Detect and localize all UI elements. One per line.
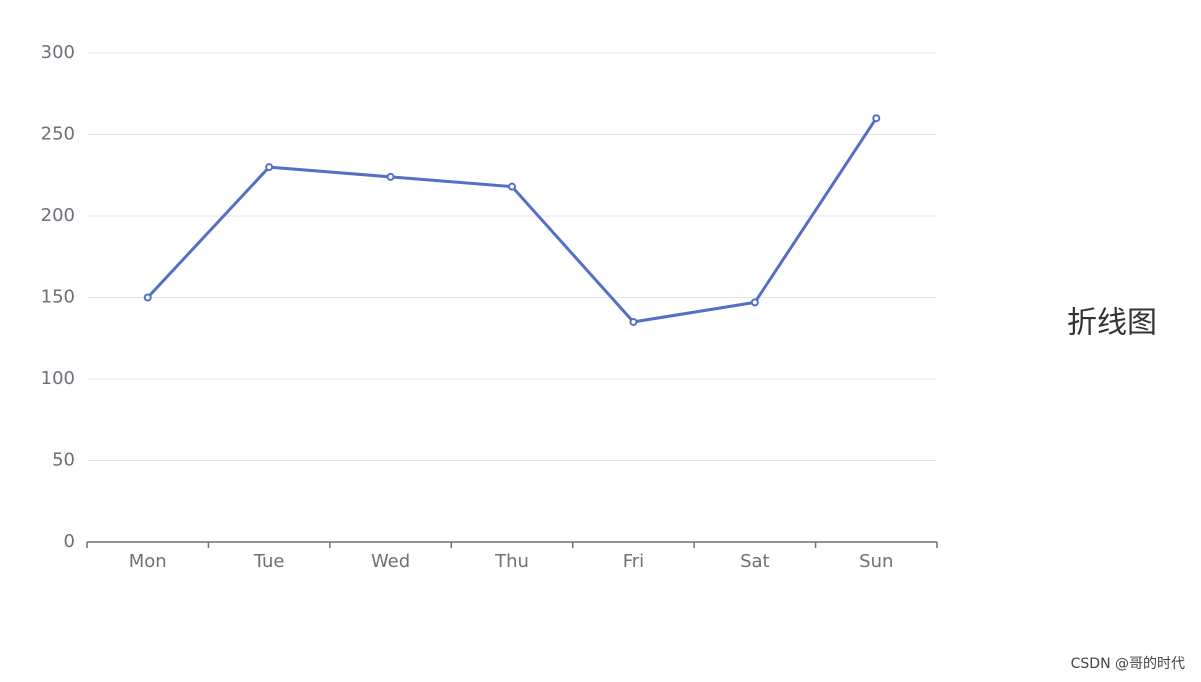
x-tick-label: Sat — [740, 551, 770, 572]
watermark: CSDN @哥的时代 — [1071, 656, 1185, 672]
y-tick-label: 300 — [41, 42, 75, 63]
side-label: 折线图 — [1067, 306, 1157, 341]
y-tick-label: 200 — [41, 205, 75, 226]
line — [146, 117, 878, 324]
x-tick-label: Wed — [371, 551, 410, 572]
y-tick-label: 50 — [52, 450, 75, 471]
y-tick-label: 250 — [41, 124, 75, 145]
point — [750, 298, 759, 307]
y-tick-label: 0 — [64, 531, 75, 552]
point — [508, 182, 516, 191]
x-tick-label: Fri — [623, 551, 644, 572]
x-tick-label: Mon — [129, 551, 167, 572]
point — [143, 293, 152, 302]
point — [872, 114, 881, 123]
x-tick-label: Tue — [253, 551, 285, 572]
point — [386, 172, 395, 181]
y-tick-label: 100 — [41, 368, 75, 389]
x-tick-label: Sun — [859, 551, 893, 572]
x-tick-label: Thu — [494, 551, 529, 572]
point — [629, 317, 638, 326]
point — [265, 163, 274, 172]
y-tick-label: 150 — [41, 287, 75, 308]
